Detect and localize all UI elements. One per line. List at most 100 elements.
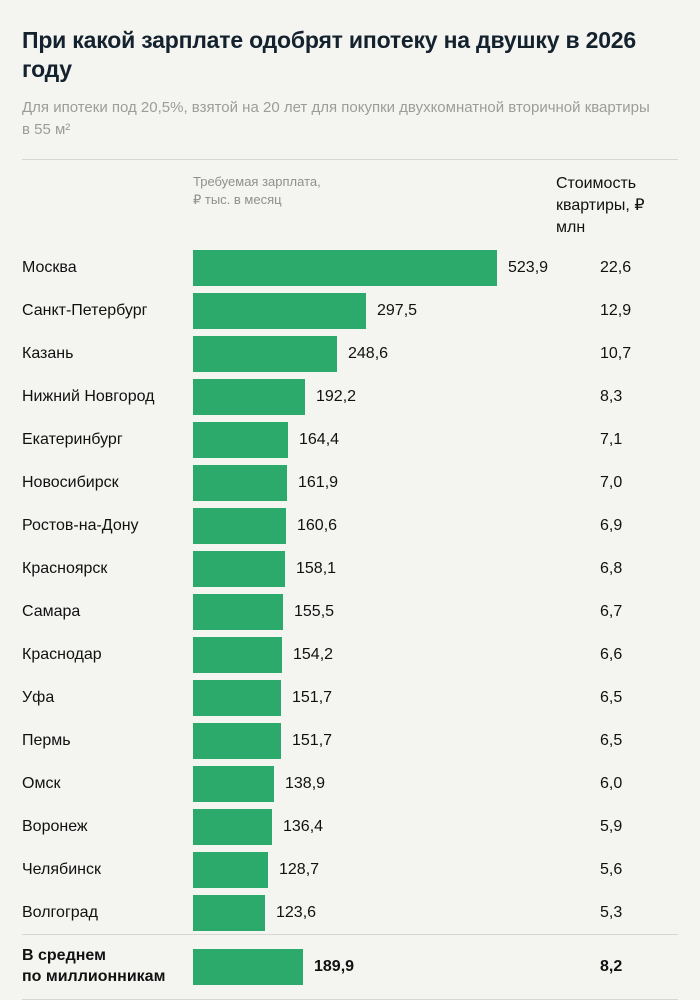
salary-bar: [193, 421, 288, 458]
price-value: 6,5: [600, 688, 623, 706]
bar-cell: 248,6: [193, 335, 600, 372]
salary-value: 128,7: [279, 860, 320, 878]
table-row: Новосибирск 161,9 7,0: [22, 461, 678, 504]
price-column-header: Стоимость квартиры, ₽ млн: [556, 174, 645, 237]
table-row: Нижний Новгород 192,2 8,3: [22, 375, 678, 418]
bar-cell: 192,2: [193, 378, 600, 415]
column-header-spacer: [22, 173, 193, 239]
salary-value: 248,6: [348, 344, 389, 362]
salary-value: 151,7: [292, 731, 333, 749]
table-row: Красноярск 158,1 6,8: [22, 547, 678, 590]
bar-cell: 160,6: [193, 507, 600, 544]
salary-value: 160,6: [297, 516, 338, 534]
bar-cell: 297,5: [193, 292, 600, 329]
table-row: Ростов-на-Дону 160,6 6,9: [22, 504, 678, 547]
city-label: Ростов-на-Дону: [22, 516, 139, 534]
table-row: Пермь 151,7 6,5: [22, 719, 678, 762]
price-value: 5,3: [600, 903, 623, 921]
bar-cell: 523,9: [193, 249, 600, 286]
average-bar-cell: 189,9: [193, 948, 600, 985]
city-label: Новосибирск: [22, 473, 119, 491]
page-title: При какой зарплате одобрят ипотеку на дв…: [22, 27, 636, 83]
table-row: Санкт-Петербург 297,5 12,9: [22, 289, 678, 332]
salary-bar: [193, 249, 497, 286]
salary-value: 161,9: [298, 473, 339, 491]
table-row: Челябинск 128,7 5,6: [22, 848, 678, 891]
price-value: 8,3: [600, 387, 623, 405]
salary-bar: [193, 464, 287, 501]
price-value: 7,0: [600, 473, 623, 491]
city-label: Пермь: [22, 731, 71, 749]
table-row: Волгоград 123,6 5,3: [22, 891, 678, 934]
bar-cell: 136,4: [193, 808, 600, 845]
table-row: Уфа 151,7 6,5: [22, 676, 678, 719]
bottom-divider: [22, 934, 678, 936]
salary-value: 158,1: [296, 559, 337, 577]
salary-column-header: Требуемая зарплата, ₽ тыс. в месяц: [193, 173, 321, 207]
salary-bar: [193, 894, 265, 931]
city-label: Воронеж: [22, 817, 88, 835]
city-label: Омск: [22, 774, 61, 792]
price-value: 7,1: [600, 430, 623, 448]
salary-bar: [193, 507, 286, 544]
column-headers: Требуемая зарплата, ₽ тыс. в месяц Стоим…: [22, 160, 678, 246]
top-divider: [22, 158, 678, 160]
bar-cell: 161,9: [193, 464, 600, 501]
subtitle: Для ипотеки под 20,5%, взятой на 20 лет …: [22, 99, 650, 139]
price-value: 6,7: [600, 602, 623, 620]
bar-cell: 151,7: [193, 679, 600, 716]
salary-value: 151,7: [292, 688, 333, 706]
salary-value: 155,5: [294, 602, 335, 620]
salary-value: 523,9: [508, 258, 549, 276]
salary-value: 123,6: [276, 903, 317, 921]
bar-cell: 128,7: [193, 851, 600, 888]
city-label: Красноярск: [22, 559, 108, 577]
bar-cell: 138,9: [193, 765, 600, 802]
city-label: Уфа: [22, 688, 55, 706]
bar-cell: 151,7: [193, 722, 600, 759]
table-row: Екатеринбург 164,4 7,1: [22, 418, 678, 461]
price-value: 6,0: [600, 774, 623, 792]
salary-value: 164,4: [299, 430, 340, 448]
bar-cell: 155,5: [193, 593, 600, 630]
salary-bar: [193, 636, 282, 673]
average-row: В среднем по миллионникам 189,9 8,2: [22, 935, 678, 999]
bar-rows: Москва 523,9 22,6 Санкт-Петербург 297,5 …: [22, 246, 678, 934]
price-value: 6,9: [600, 516, 623, 534]
salary-bar: [193, 550, 285, 587]
city-label: Екатеринбург: [22, 430, 123, 448]
bar-cell: 154,2: [193, 636, 600, 673]
salary-bar: [193, 808, 272, 845]
city-label: Краснодар: [22, 645, 102, 663]
price-value: 5,6: [600, 860, 623, 878]
table-row: Воронеж 136,4 5,9: [22, 805, 678, 848]
average-price-value: 8,2: [600, 957, 623, 975]
bar-cell: 123,6: [193, 894, 600, 931]
city-label: Санкт-Петербург: [22, 301, 148, 319]
salary-bar: [193, 292, 366, 329]
price-value: 6,5: [600, 731, 623, 749]
price-value: 22,6: [600, 258, 632, 276]
average-label: В среднем по миллионникам: [22, 947, 166, 985]
table-row: Казань 248,6 10,7: [22, 332, 678, 375]
bar-cell: 164,4: [193, 421, 600, 458]
salary-bar: [193, 722, 281, 759]
city-label: Нижний Новгород: [22, 387, 155, 405]
table-row: Москва 523,9 22,6: [22, 246, 678, 289]
salary-bar: [193, 335, 337, 372]
salary-value: 136,4: [283, 817, 324, 835]
price-value: 5,9: [600, 817, 623, 835]
salary-value: 154,2: [293, 645, 334, 663]
city-label: Самара: [22, 602, 81, 620]
average-salary-value: 189,9: [314, 957, 355, 975]
salary-value: 138,9: [285, 774, 326, 792]
price-value: 6,6: [600, 645, 623, 663]
price-value: 6,8: [600, 559, 623, 577]
table-row: Омск 138,9 6,0: [22, 762, 678, 805]
bar-cell: 158,1: [193, 550, 600, 587]
price-value: 10,7: [600, 344, 632, 362]
city-label: Москва: [22, 258, 77, 276]
salary-value: 192,2: [316, 387, 357, 405]
city-label: Челябинск: [22, 860, 101, 878]
salary-bar: [193, 765, 274, 802]
